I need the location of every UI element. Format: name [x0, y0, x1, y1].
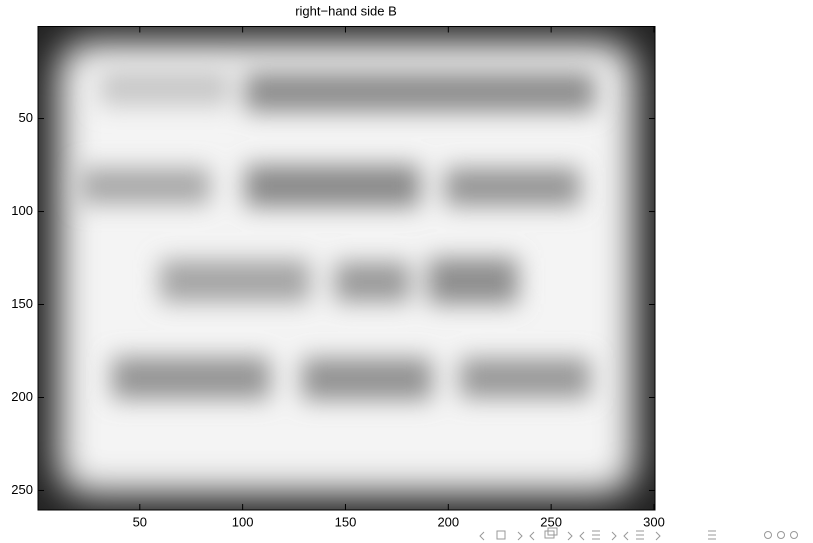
x-tick-label: 200 — [437, 514, 459, 529]
page: right−hand side B 50 100 150 200 250 300 50 100… — [0, 0, 813, 543]
x-tick-label: 300 — [643, 514, 665, 529]
y-tick-label: 50 — [19, 110, 33, 125]
slide: right−hand side B 50 100 150 200 250 300 50 100… — [0, 0, 813, 543]
y-tick-label: 150 — [11, 296, 33, 311]
nav-symbols — [480, 528, 798, 540]
image — [38, 27, 655, 511]
chart-title: right−hand side B — [295, 3, 397, 18]
x-tick-label: 50 — [133, 514, 147, 529]
x-tick-label: 250 — [540, 514, 562, 529]
y-tick-label: 250 — [11, 482, 33, 497]
y-tick-label: 100 — [11, 203, 33, 218]
x-tick-label: 100 — [232, 514, 254, 529]
x-tick-label: 150 — [335, 514, 357, 529]
y-tick-label: 200 — [11, 389, 33, 404]
